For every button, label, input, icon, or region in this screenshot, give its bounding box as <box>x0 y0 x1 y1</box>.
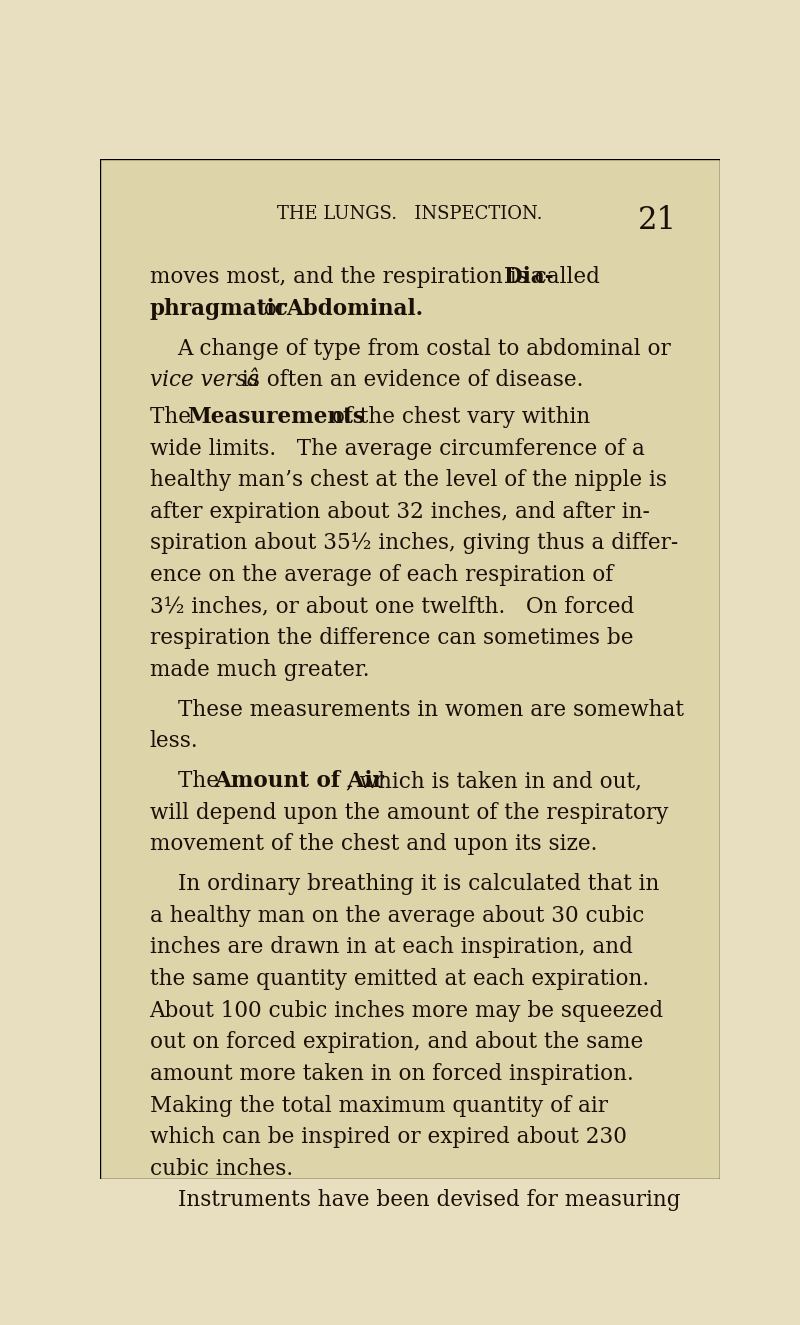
Text: vice versâ: vice versâ <box>150 370 259 391</box>
Text: healthy man’s chest at the level of the nipple is: healthy man’s chest at the level of the … <box>150 469 666 492</box>
Text: Abdominal.: Abdominal. <box>286 298 423 319</box>
Text: THE LUNGS.   INSPECTION.: THE LUNGS. INSPECTION. <box>278 205 542 223</box>
FancyBboxPatch shape <box>100 159 720 1179</box>
Text: amount more taken in on forced inspiration.: amount more taken in on forced inspirati… <box>150 1063 634 1085</box>
Text: inches are drawn in at each inspiration, and: inches are drawn in at each inspiration,… <box>150 937 633 958</box>
Text: after expiration about 32 inches, and after in-: after expiration about 32 inches, and af… <box>150 501 650 523</box>
Text: Dia-: Dia- <box>503 266 554 288</box>
Text: the same quantity emitted at each expiration.: the same quantity emitted at each expira… <box>150 969 649 990</box>
Text: or: or <box>257 298 294 319</box>
Text: The: The <box>150 405 198 428</box>
Text: , which is taken in and out,: , which is taken in and out, <box>346 770 642 792</box>
Text: less.: less. <box>150 730 198 753</box>
Text: These measurements in women are somewhat: These measurements in women are somewhat <box>178 698 683 721</box>
Text: phragmatic: phragmatic <box>150 298 288 319</box>
Text: A change of type from costal to abdominal or: A change of type from costal to abdomina… <box>178 338 671 359</box>
Text: spiration about 35½ inches, giving thus a differ-: spiration about 35½ inches, giving thus … <box>150 533 678 554</box>
Text: a healthy man on the average about 30 cubic: a healthy man on the average about 30 cu… <box>150 905 644 926</box>
Text: which can be inspired or expired about 230: which can be inspired or expired about 2… <box>150 1126 626 1149</box>
Text: The: The <box>178 770 226 792</box>
Text: wide limits.   The average circumference of a: wide limits. The average circumference o… <box>150 437 645 460</box>
Text: Making the total maximum quantity of air: Making the total maximum quantity of air <box>150 1094 608 1117</box>
Text: Amount of Air: Amount of Air <box>214 770 385 792</box>
Text: made much greater.: made much greater. <box>150 659 369 681</box>
Text: will depend upon the amount of the respiratory: will depend upon the amount of the respi… <box>150 802 668 824</box>
Text: Instruments have been devised for measuring: Instruments have been devised for measur… <box>178 1190 680 1211</box>
Text: 21: 21 <box>638 205 677 236</box>
Text: of the chest vary within: of the chest vary within <box>325 405 590 428</box>
Text: out on forced expiration, and about the same: out on forced expiration, and about the … <box>150 1031 643 1053</box>
Text: 3½ inches, or about one twelfth.   On forced: 3½ inches, or about one twelfth. On forc… <box>150 596 634 617</box>
Text: moves most, and the respiration is called: moves most, and the respiration is calle… <box>150 266 606 288</box>
Text: Measurements: Measurements <box>186 405 365 428</box>
Text: In ordinary breathing it is calculated that in: In ordinary breathing it is calculated t… <box>178 873 659 896</box>
Text: About 100 cubic inches more may be squeezed: About 100 cubic inches more may be squee… <box>150 999 664 1022</box>
Text: respiration the difference can sometimes be: respiration the difference can sometimes… <box>150 627 633 649</box>
Text: movement of the chest and upon its size.: movement of the chest and upon its size. <box>150 833 597 856</box>
Text: is often an evidence of disease.: is often an evidence of disease. <box>234 370 583 391</box>
Text: cubic inches.: cubic inches. <box>150 1158 293 1179</box>
Text: ence on the average of each respiration of: ence on the average of each respiration … <box>150 564 613 586</box>
